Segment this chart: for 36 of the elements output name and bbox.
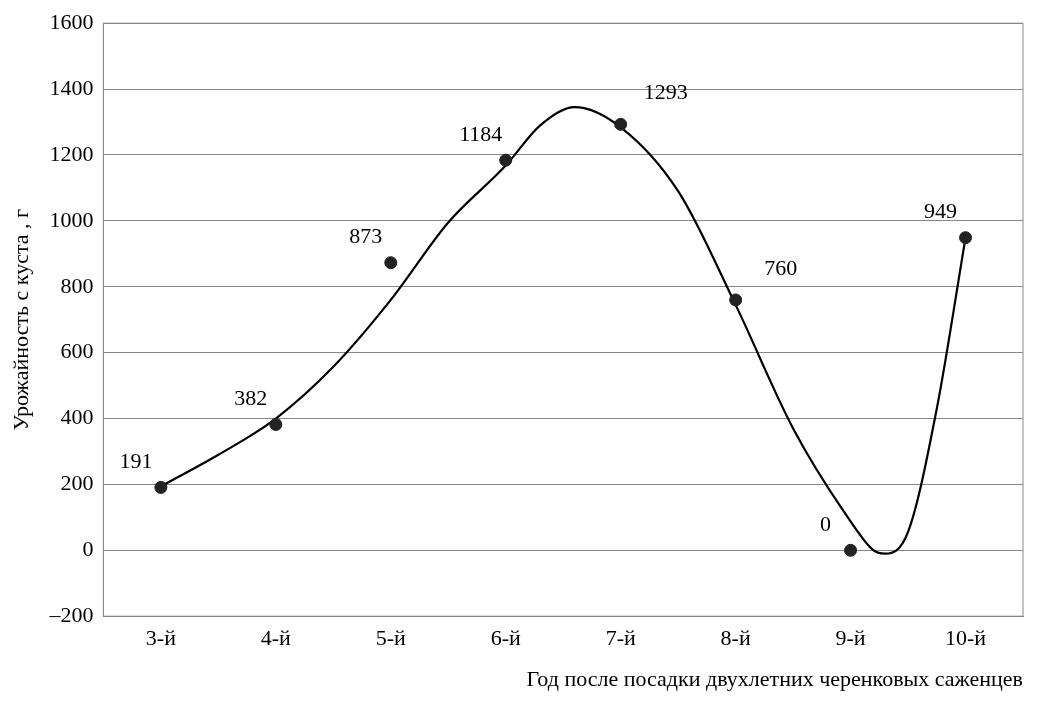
y-tick-label: 1600 — [49, 8, 94, 34]
data-label: 382 — [234, 385, 268, 411]
data-label: 0 — [820, 511, 832, 537]
x-tick-label: 6-й — [490, 625, 521, 651]
y-tick-label: –200 — [48, 601, 94, 627]
point — [269, 417, 283, 431]
x-tick-label: 10-й — [944, 625, 987, 651]
x-tick-label: 9-й — [835, 625, 866, 651]
x-tick-label: 7-й — [605, 625, 636, 651]
data-label: 1184 — [459, 121, 503, 147]
data-label: 873 — [349, 223, 383, 249]
y-tick-label: 200 — [60, 470, 94, 496]
point — [729, 293, 743, 307]
point — [614, 117, 628, 131]
data-label: 949 — [924, 198, 958, 224]
point — [154, 480, 168, 494]
data-label: 760 — [764, 254, 798, 280]
data-label: 1293 — [643, 79, 688, 105]
y-tick-label: 1000 — [49, 206, 94, 232]
point — [844, 543, 858, 557]
y-tick-label: 800 — [60, 272, 94, 298]
point — [499, 153, 513, 167]
x-tick-label: 4-й — [260, 625, 292, 651]
y-tick-label: 1200 — [49, 140, 94, 166]
y-tick-label: 600 — [60, 338, 94, 364]
x-tick-label: 8-й — [720, 625, 751, 651]
point — [384, 256, 398, 270]
y-tick-label: 1400 — [49, 74, 94, 100]
x-axis-title: Год после посадки двухлетних черенковых саженцев — [526, 665, 1023, 691]
point — [959, 231, 973, 245]
data-label: 191 — [119, 448, 153, 474]
x-tick-label: 3-й — [145, 625, 177, 651]
y-axis-title: Урожайность с куста , г — [7, 208, 33, 431]
x-tick-label: 5-й — [375, 625, 407, 651]
y-tick-label: 400 — [60, 404, 94, 430]
y-tick-label: 0 — [82, 536, 94, 562]
